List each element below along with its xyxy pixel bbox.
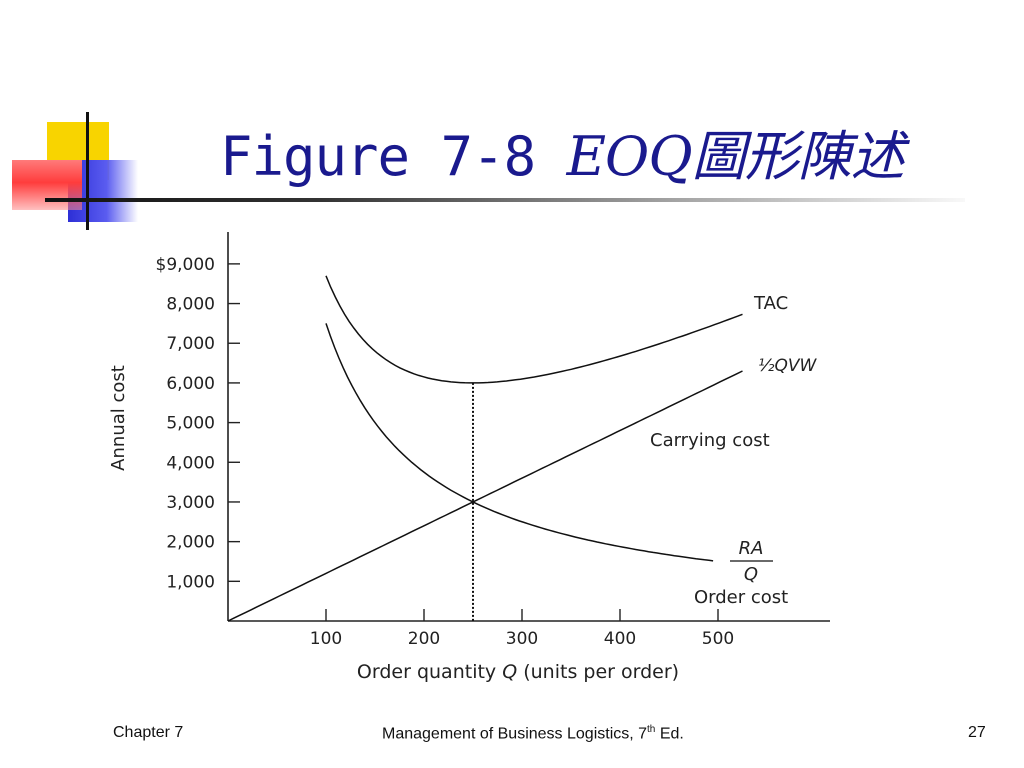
decor-horizontal-rule [45,198,965,202]
footer-book-title-sup: th [647,724,656,735]
x-tick-label: 400 [604,629,636,649]
series-line-tac [325,275,743,384]
decor-vertical-line [86,112,89,230]
label-q: Q [744,564,758,585]
footer-chapter: Chapter 7 [113,724,184,741]
label-half-qvw: ½QVW [758,356,817,376]
y-tick-label: $9,000 [156,255,215,275]
y-tick-label: 7,000 [166,334,215,354]
label-carrying-cost: Carrying cost [650,430,770,451]
y-tick-label: 4,000 [166,453,215,473]
slide-title-eoq: EOQ圖形陳述 [566,125,905,188]
label-ra: RA [739,538,764,559]
footer-book-title-main: Management of Business Logistics, 7 [382,725,648,743]
x-axis-label: Order quantity Q (units per order) [357,661,679,683]
slide-title-figure: Figure 7-8 [220,125,567,188]
label-order-cost: Order cost [694,587,788,608]
y-tick-label: 6,000 [166,374,215,394]
y-axis-label: Annual cost [108,365,129,471]
y-tick-label: 8,000 [166,295,215,315]
series-line-carrying-cost [227,370,743,622]
x-tick-label: 500 [702,629,734,649]
y-tick-label: 5,000 [166,414,215,434]
y-tick-label: 2,000 [166,533,215,553]
footer-page-number: 27 [968,724,986,741]
slide-title: Figure 7-8 EOQ圖形陳述 [220,112,905,191]
series-line-order-cost [325,323,714,562]
footer-book-title-end: Ed. [655,725,684,743]
label-tac: TAC [753,293,788,314]
x-tick-label: 200 [408,629,440,649]
footer-book-title: Management of Business Logistics, 7th Ed… [382,724,684,743]
x-tick-label: 300 [506,629,538,649]
y-tick-label: 1,000 [166,572,215,592]
y-tick-label: 3,000 [166,493,215,513]
x-tick-label: 100 [310,629,342,649]
